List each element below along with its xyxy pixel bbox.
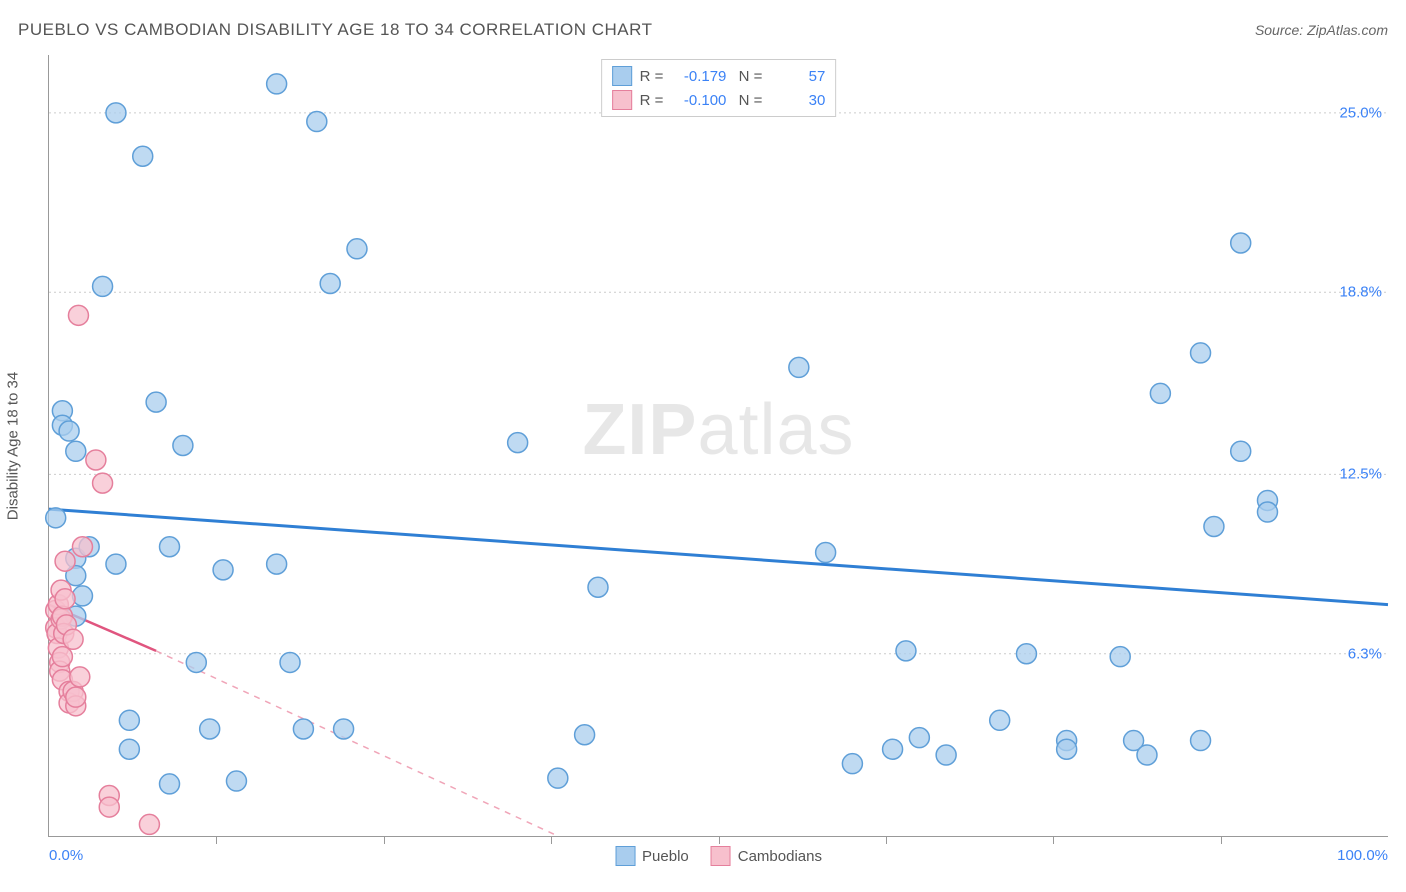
x-tick [384,836,385,844]
scatter-plot: Disability Age 18 to 34 ZIPatlas R = -0.… [48,55,1388,837]
n-value-pueblo: 57 [770,68,825,85]
y-tick-label: 6.3% [1348,645,1382,662]
title-bar: PUEBLO VS CAMBODIAN DISABILITY AGE 18 TO… [18,20,1388,40]
legend-label-pueblo: Pueblo [642,848,689,865]
x-tick [551,836,552,844]
x-min-label: 0.0% [49,847,83,864]
n-value-cambodians: 30 [770,92,825,109]
stats-row-pueblo: R = -0.179 N = 57 [612,64,826,88]
r-value-cambodians: -0.100 [671,92,726,109]
stats-legend: R = -0.179 N = 57 R = -0.100 N = 30 [601,59,837,117]
x-max-label: 100.0% [1337,847,1388,864]
stats-row-cambodians: R = -0.100 N = 30 [612,88,826,112]
y-tick-label: 18.8% [1339,284,1382,301]
x-tick [1053,836,1054,844]
legend-item-cambodians: Cambodians [711,846,822,866]
x-tick [886,836,887,844]
r-value-pueblo: -0.179 [671,68,726,85]
legend-label-cambodians: Cambodians [738,848,822,865]
y-axis-label: Disability Age 18 to 34 [5,371,22,519]
x-tick [719,836,720,844]
series-legend: Pueblo Cambodians [615,846,822,866]
swatch-cambodians [612,90,632,110]
swatch-pueblo [612,66,632,86]
chart-title: PUEBLO VS CAMBODIAN DISABILITY AGE 18 TO… [18,20,653,40]
legend-swatch-pueblo [615,846,635,866]
source-label: Source: ZipAtlas.com [1255,22,1388,38]
y-tick-label: 25.0% [1339,104,1382,121]
x-tick [216,836,217,844]
x-tick [1221,836,1222,844]
legend-item-pueblo: Pueblo [615,846,689,866]
y-tick-label: 12.5% [1339,466,1382,483]
plot-svg [49,55,1388,836]
legend-swatch-cambodians [711,846,731,866]
